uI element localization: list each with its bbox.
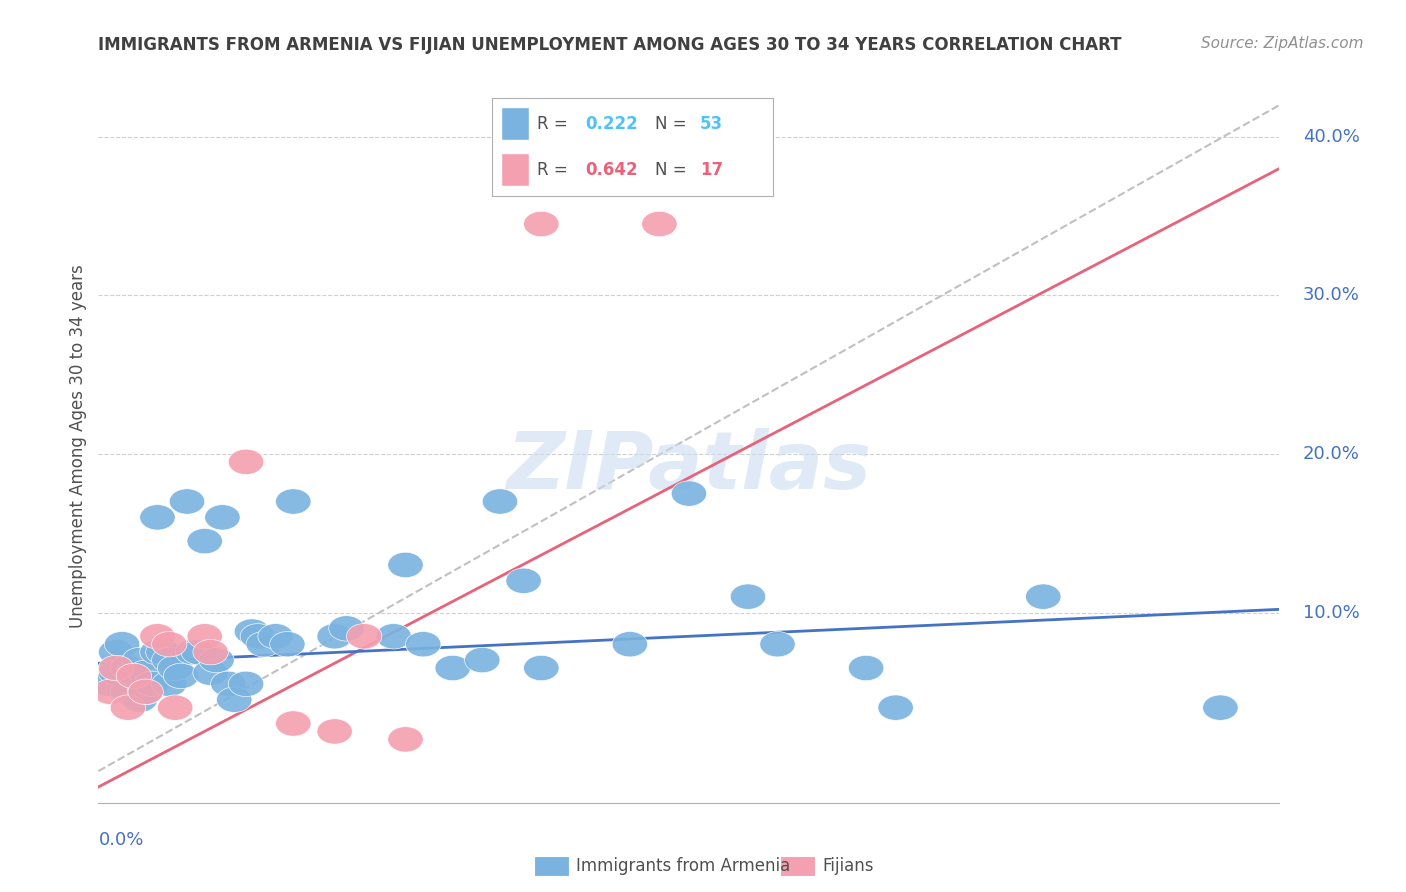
Ellipse shape (139, 505, 176, 530)
Ellipse shape (110, 695, 146, 721)
Ellipse shape (122, 648, 157, 673)
Ellipse shape (612, 632, 648, 657)
Ellipse shape (198, 648, 235, 673)
Ellipse shape (176, 640, 211, 665)
Ellipse shape (193, 640, 228, 665)
Ellipse shape (523, 211, 560, 236)
Text: 40.0%: 40.0% (1303, 128, 1360, 145)
Ellipse shape (93, 679, 128, 705)
Ellipse shape (228, 671, 264, 697)
Bar (501, 153, 529, 186)
Text: Fijians: Fijians (823, 857, 875, 875)
Ellipse shape (434, 656, 471, 681)
Text: IMMIGRANTS FROM ARMENIA VS FIJIAN UNEMPLOYMENT AMONG AGES 30 TO 34 YEARS CORRELA: IMMIGRANTS FROM ARMENIA VS FIJIAN UNEMPL… (98, 36, 1122, 54)
Ellipse shape (276, 711, 311, 736)
Ellipse shape (228, 450, 264, 475)
Bar (501, 107, 529, 140)
Ellipse shape (152, 648, 187, 673)
Text: Source: ZipAtlas.com: Source: ZipAtlas.com (1201, 36, 1364, 51)
Ellipse shape (122, 687, 157, 713)
Text: R =: R = (537, 115, 574, 133)
Ellipse shape (110, 656, 146, 681)
Text: N =: N = (655, 115, 692, 133)
Ellipse shape (211, 671, 246, 697)
Ellipse shape (759, 632, 796, 657)
Ellipse shape (482, 489, 517, 514)
Ellipse shape (117, 664, 152, 689)
Ellipse shape (187, 528, 222, 554)
Ellipse shape (388, 552, 423, 578)
Text: 20.0%: 20.0% (1303, 445, 1360, 463)
Ellipse shape (1025, 584, 1062, 609)
Text: 17: 17 (700, 161, 723, 178)
Ellipse shape (375, 624, 412, 649)
Ellipse shape (270, 632, 305, 657)
Text: R =: R = (537, 161, 574, 178)
Ellipse shape (316, 624, 353, 649)
Ellipse shape (187, 624, 222, 649)
Ellipse shape (464, 648, 501, 673)
Ellipse shape (405, 632, 441, 657)
Text: 0.642: 0.642 (585, 161, 637, 178)
Ellipse shape (329, 615, 364, 641)
Text: 10.0%: 10.0% (1303, 604, 1360, 622)
Ellipse shape (152, 671, 187, 697)
Ellipse shape (316, 719, 353, 744)
Ellipse shape (877, 695, 914, 721)
Text: N =: N = (655, 161, 692, 178)
Text: ZIPatlas: ZIPatlas (506, 428, 872, 507)
Ellipse shape (205, 505, 240, 530)
Ellipse shape (169, 489, 205, 514)
Ellipse shape (157, 656, 193, 681)
Ellipse shape (98, 660, 134, 685)
Ellipse shape (152, 632, 187, 657)
Text: 0.222: 0.222 (585, 115, 638, 133)
Ellipse shape (730, 584, 766, 609)
Text: Immigrants from Armenia: Immigrants from Armenia (576, 857, 790, 875)
Ellipse shape (110, 679, 146, 705)
Ellipse shape (523, 656, 560, 681)
Ellipse shape (128, 679, 163, 705)
Ellipse shape (193, 660, 228, 685)
Ellipse shape (139, 624, 176, 649)
Ellipse shape (1202, 695, 1239, 721)
Ellipse shape (506, 568, 541, 593)
Ellipse shape (240, 624, 276, 649)
Text: 0.0%: 0.0% (98, 831, 143, 849)
Ellipse shape (848, 656, 884, 681)
Ellipse shape (276, 489, 311, 514)
Text: 30.0%: 30.0% (1303, 286, 1360, 304)
Ellipse shape (128, 660, 163, 685)
Ellipse shape (139, 640, 176, 665)
Ellipse shape (93, 671, 128, 697)
Ellipse shape (163, 664, 198, 689)
Ellipse shape (98, 640, 134, 665)
Text: 53: 53 (700, 115, 723, 133)
Ellipse shape (128, 679, 163, 705)
Ellipse shape (98, 656, 134, 681)
Ellipse shape (104, 632, 139, 657)
Y-axis label: Unemployment Among Ages 30 to 34 years: Unemployment Among Ages 30 to 34 years (69, 264, 87, 628)
Ellipse shape (134, 671, 169, 697)
Ellipse shape (146, 640, 181, 665)
Ellipse shape (257, 624, 294, 649)
Ellipse shape (671, 481, 707, 507)
Ellipse shape (246, 632, 281, 657)
Ellipse shape (641, 211, 678, 236)
Ellipse shape (346, 624, 382, 649)
Ellipse shape (388, 727, 423, 752)
Ellipse shape (181, 640, 217, 665)
Ellipse shape (235, 619, 270, 644)
Ellipse shape (157, 695, 193, 721)
Ellipse shape (217, 687, 252, 713)
Ellipse shape (117, 660, 152, 685)
